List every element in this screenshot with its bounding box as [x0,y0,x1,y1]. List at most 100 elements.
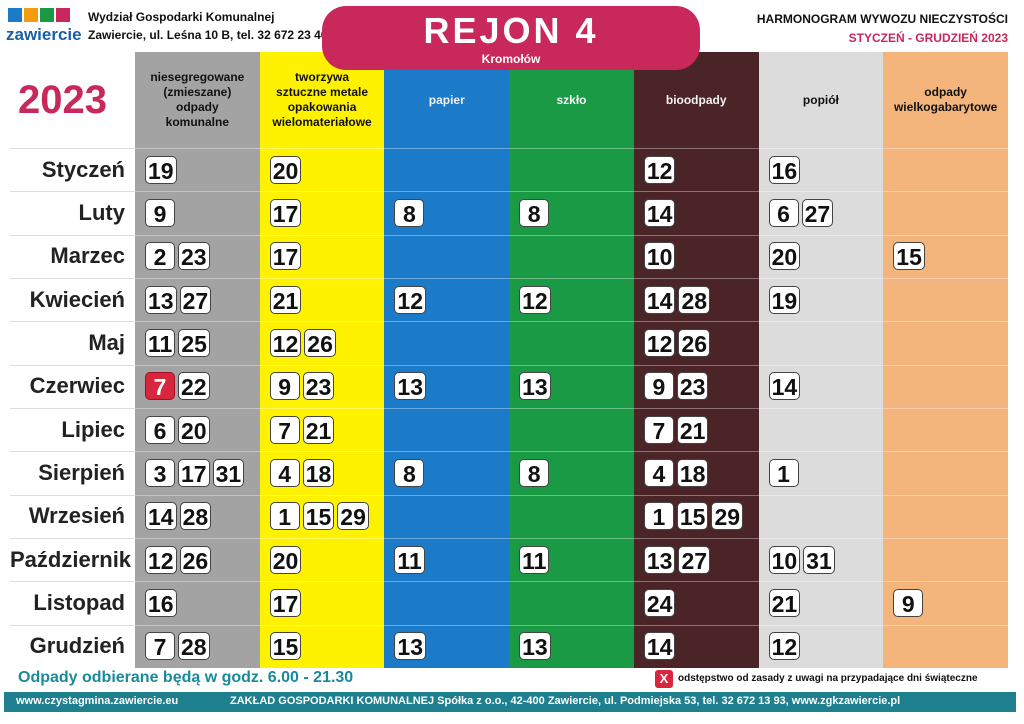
website: www.czystagmina.zawiercie.eu [16,695,179,707]
cell: 9 [145,199,178,227]
cell: 17 [269,589,305,617]
date: 8 [394,459,425,487]
cell: 1 15 29 [643,502,746,531]
date: 4 [643,459,674,487]
date: 21 [676,415,709,444]
cell: 8 [394,459,427,487]
date: 8 [519,199,550,227]
date: 20 [178,415,210,444]
org-address: Zawiercie, ul. Leśna 10 B, tel. 32 672 2… [88,28,328,42]
cell: 16 [145,589,180,617]
date: 9 [145,199,175,227]
date: 23 [178,242,210,271]
column-header: niesegregowane (zmieszane) odpady komuna… [150,70,245,129]
cell: 17 [269,242,305,271]
date: 14 [643,285,676,314]
row-line [10,234,1008,236]
cell: 8 [519,199,552,227]
cell: 10 31 [768,545,838,574]
cell: 15 [269,632,305,661]
cell: 16 [768,155,804,184]
date: 4 [269,459,300,487]
row-line-left [10,191,135,193]
cell: 13 [519,372,554,401]
date: 8 [519,459,550,487]
date: 7 [145,632,175,661]
date: 11 [145,329,176,357]
cell: 19 [768,285,804,314]
date: 14 [643,632,676,661]
month: Wrzesień [28,503,125,529]
month: Czerwiec [29,373,125,399]
month: Kwiecień [29,286,125,312]
date: 2 [145,242,175,271]
month: Październik [10,546,132,572]
cell: 9 23 [269,372,338,401]
date: 7 [269,415,300,444]
date: 19 [145,155,177,184]
date: 12 [643,329,676,357]
date: 28 [678,285,711,314]
date: 13 [394,372,427,401]
cell: 6 27 [768,199,837,227]
date: 6 [768,199,799,227]
date: 31 [803,545,835,574]
date: 8 [394,199,425,227]
row-line-left [10,538,135,539]
row-line-left [10,624,135,626]
row-line-left [10,494,135,496]
date: 12 [519,285,551,314]
row-line-left [10,408,135,409]
cell: 21 [768,589,804,617]
year: 2023 [18,78,107,122]
cell: 7 22 [145,372,213,401]
month: Grudzień [29,633,125,659]
subtitle: Kromołów [481,52,541,66]
cell: 8 [519,459,552,487]
row-line [10,321,1008,323]
cell: 19 [145,155,180,184]
date: 28 [178,632,210,661]
date: 17 [269,199,302,227]
cell: 17 [269,199,305,227]
date: 26 [179,545,212,574]
row-line [10,364,1008,366]
row-line [10,451,1008,453]
bottom-bar: www.czystagmina.zawiercie.eu ZAKŁAD GOSP… [4,692,1016,712]
legend-text: odstępstwo od zasady z uwagi na przypada… [678,673,978,684]
date: 27 [801,199,834,227]
column-header: tworzywa sztuczne metale opakowania wiel… [272,70,372,129]
right-title: HARMONOGRAM WYWOZU NIECZYSTOŚCI [756,12,1008,26]
cell: 4 18 [269,459,338,487]
cell: 13 [394,632,429,661]
date: 14 [768,372,801,401]
column-header: szkło [556,92,587,107]
date: 11 [394,545,425,574]
month: Luty [78,200,125,225]
row-line [10,148,1008,149]
row-line [10,191,1008,193]
date: 27 [678,545,711,574]
date: 14 [145,502,177,531]
cell: 20 [269,155,305,184]
date: 14 [643,199,676,227]
cell: 9 [893,589,926,617]
row-line [10,408,1008,409]
date: 7 [145,372,175,401]
title-pill: REJON 4 Kromołów [322,6,700,70]
date: 17 [269,589,302,617]
column-header: papier [428,92,465,107]
date: 13 [643,545,676,574]
date: 21 [269,285,302,314]
row-line [10,494,1008,496]
date: 15 [893,242,925,271]
date: 3 [145,459,175,487]
row-line-left [10,321,135,323]
date: 27 [179,285,212,314]
date: 19 [768,285,801,314]
date: 24 [643,589,676,617]
row-line [10,624,1008,626]
cell: 4 18 [643,459,712,487]
org-name: Wydział Gospodarki Komunalnej [88,10,275,24]
